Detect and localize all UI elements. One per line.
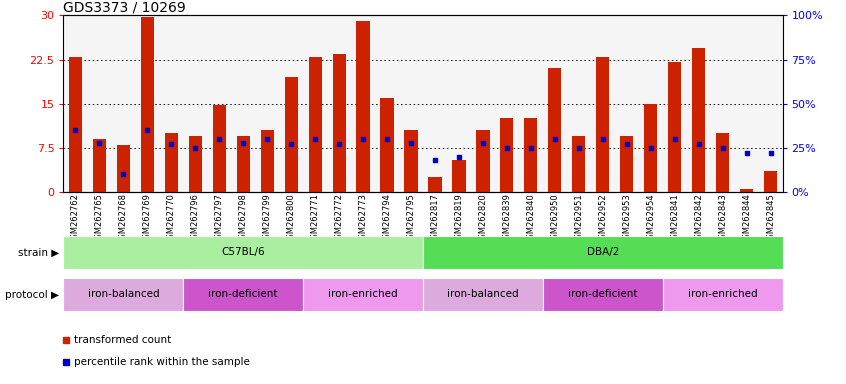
Point xyxy=(548,136,562,142)
Bar xyxy=(237,136,250,192)
Text: iron-enriched: iron-enriched xyxy=(688,289,757,299)
Bar xyxy=(63,278,184,311)
Text: C57BL/6: C57BL/6 xyxy=(222,247,265,257)
Point xyxy=(620,141,634,147)
Point xyxy=(189,145,202,151)
Point xyxy=(332,141,346,147)
Bar xyxy=(428,177,442,192)
Point xyxy=(572,145,585,151)
Point xyxy=(739,150,753,156)
Bar xyxy=(596,56,609,192)
Point xyxy=(764,150,777,156)
Text: iron-enriched: iron-enriched xyxy=(328,289,398,299)
Bar xyxy=(284,77,298,192)
Point xyxy=(667,136,681,142)
Point xyxy=(284,141,298,147)
Bar xyxy=(212,105,226,192)
Text: GDS3373 / 10269: GDS3373 / 10269 xyxy=(63,0,186,14)
Point xyxy=(69,127,82,133)
Text: iron-balanced: iron-balanced xyxy=(448,289,519,299)
Point xyxy=(164,141,178,147)
Bar xyxy=(381,98,393,192)
Text: transformed count: transformed count xyxy=(74,335,171,345)
Bar xyxy=(404,130,418,192)
Text: protocol ▶: protocol ▶ xyxy=(5,290,59,300)
Point xyxy=(644,145,657,151)
Point xyxy=(261,136,274,142)
Point xyxy=(140,127,154,133)
Bar xyxy=(543,278,662,311)
Point xyxy=(524,145,537,151)
Bar xyxy=(303,278,423,311)
Bar xyxy=(548,68,562,192)
Bar xyxy=(189,136,202,192)
Text: iron-balanced: iron-balanced xyxy=(88,289,159,299)
Bar xyxy=(423,278,543,311)
Bar xyxy=(93,139,106,192)
Bar xyxy=(309,56,321,192)
Bar xyxy=(332,54,346,192)
Bar xyxy=(69,56,82,192)
Point xyxy=(500,145,514,151)
Text: iron-deficient: iron-deficient xyxy=(568,289,638,299)
Point xyxy=(212,136,226,142)
Text: strain ▶: strain ▶ xyxy=(18,247,59,258)
Bar xyxy=(476,130,490,192)
Bar xyxy=(184,278,303,311)
Bar xyxy=(740,189,753,192)
Bar xyxy=(165,133,178,192)
Bar xyxy=(692,48,706,192)
Bar xyxy=(356,21,370,192)
Bar xyxy=(620,136,634,192)
Bar xyxy=(764,171,777,192)
Bar xyxy=(500,118,514,192)
Point xyxy=(428,157,442,163)
Bar xyxy=(423,236,783,269)
Point xyxy=(452,154,465,160)
Bar xyxy=(453,160,465,192)
Text: DBA/2: DBA/2 xyxy=(586,247,619,257)
Point xyxy=(692,141,706,147)
Bar xyxy=(117,145,130,192)
Bar xyxy=(662,278,783,311)
Point xyxy=(380,136,393,142)
Point xyxy=(596,136,609,142)
Bar xyxy=(572,136,585,192)
Point xyxy=(404,139,418,146)
Point xyxy=(92,139,106,146)
Bar xyxy=(63,236,423,269)
Text: percentile rank within the sample: percentile rank within the sample xyxy=(74,358,250,367)
Point xyxy=(716,145,729,151)
Bar xyxy=(261,130,274,192)
Bar xyxy=(644,104,657,192)
Bar xyxy=(525,118,537,192)
Point xyxy=(117,171,130,177)
Point xyxy=(356,136,370,142)
Text: iron-deficient: iron-deficient xyxy=(208,289,278,299)
Bar xyxy=(716,133,729,192)
Bar xyxy=(668,63,681,192)
Point xyxy=(308,136,321,142)
Bar xyxy=(140,17,154,192)
Point xyxy=(236,139,250,146)
Point xyxy=(476,139,490,146)
